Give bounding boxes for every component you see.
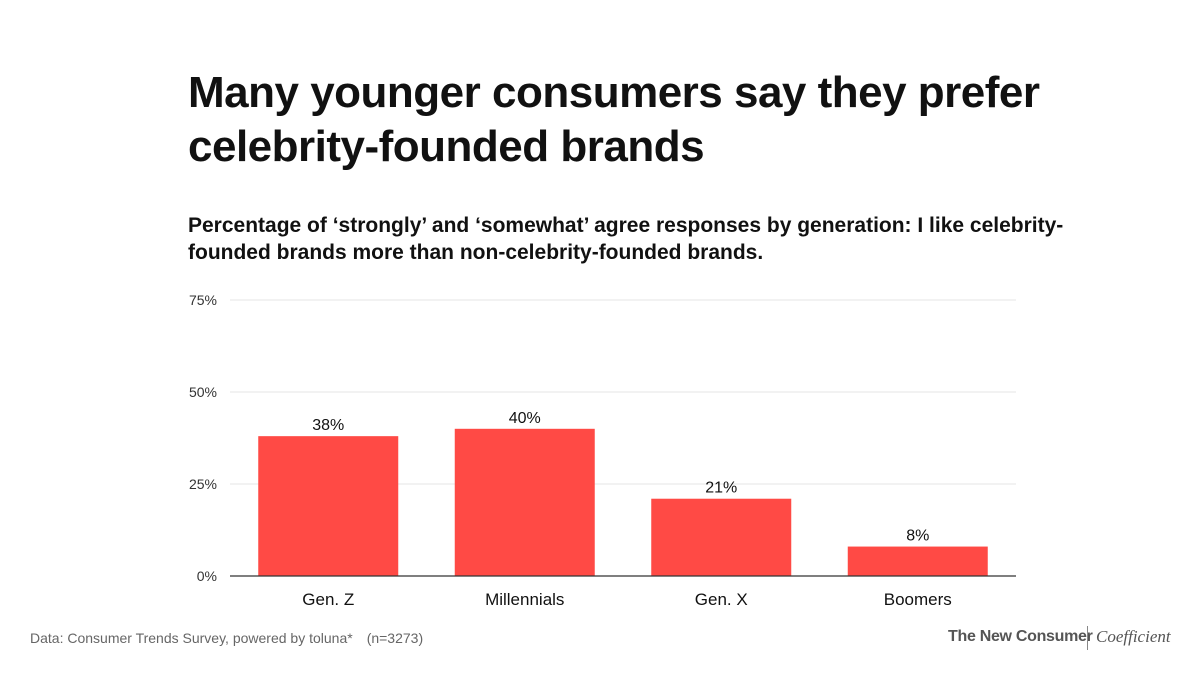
bar [651, 498, 792, 576]
y-tick-label: 75% [189, 292, 217, 308]
data-source-note: Data: Consumer Trends Survey, powered by… [30, 630, 423, 646]
y-tick-label: 25% [189, 476, 217, 492]
bar-value-label: 8% [906, 528, 929, 545]
y-tick-label: 50% [189, 384, 217, 400]
bar [847, 546, 988, 576]
sample-size: (n=3273) [366, 630, 424, 646]
bar-value-label: 40% [509, 410, 541, 427]
x-category-label: Gen. Z [302, 590, 354, 609]
chart-title: Many younger consumers say they prefer c… [188, 68, 1040, 171]
chart-subtitle: Percentage of ‘strongly’ and ‘somewhat’ … [188, 214, 1064, 264]
brand-logo-new-consumer: The New Consumer [948, 628, 1093, 645]
bar [258, 436, 399, 576]
bar [454, 428, 595, 576]
x-category-label: Boomers [884, 590, 952, 609]
bar-value-label: 38% [312, 417, 344, 434]
bar-value-label: 21% [705, 480, 737, 497]
x-category-label: Gen. X [695, 590, 748, 609]
brand-logo-coefficient: Coefficient [1096, 627, 1171, 646]
y-tick-label: 0% [197, 568, 217, 584]
x-category-label: Millennials [485, 590, 564, 609]
source-text: Data: Consumer Trends Survey, powered by… [30, 630, 353, 646]
brand-divider [1087, 626, 1088, 650]
bar-chart: 0% 25% 50% 75% 38% Gen. Z 40% Millennials 21% Gen… [189, 292, 1016, 609]
